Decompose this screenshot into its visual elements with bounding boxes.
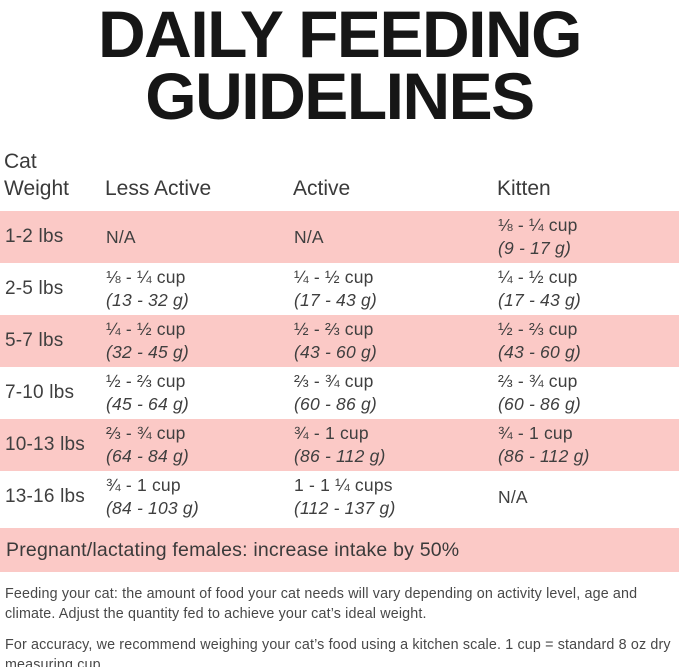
- grams-amount: (84 - 103 g): [106, 498, 199, 518]
- grams-amount: (9 - 17 g): [498, 238, 571, 258]
- weight-label: 2-5 lbs: [5, 278, 64, 299]
- cups-amount: ¼ - ½ cup: [294, 267, 374, 287]
- feeding-table: 1-2 lbs N/A N/A ⅛ - ¼ cup (9 - 17 g) 2-5…: [0, 211, 679, 523]
- cell-less-active: ⅛ - ¼ cup (13 - 32 g): [106, 266, 294, 312]
- cell-kitten: ¾ - 1 cup (86 - 112 g): [498, 422, 679, 468]
- grams-amount: (112 - 137 g): [294, 498, 396, 518]
- page-title-line2: GUIDELINES: [145, 59, 535, 133]
- table-header-row: Cat Weight Less Active Active Kitten: [0, 148, 679, 202]
- cell-less-active: ½ - ⅔ cup (45 - 64 g): [106, 370, 294, 416]
- grams-amount: (64 - 84 g): [106, 446, 189, 466]
- weight-label: 10-13 lbs: [5, 434, 85, 455]
- cups-amount: N/A: [106, 226, 136, 247]
- weight-label: 7-10 lbs: [5, 382, 75, 403]
- cell-less-active: ¼ - ½ cup (32 - 45 g): [106, 318, 294, 364]
- cups-amount: ½ - ⅔ cup: [106, 371, 186, 391]
- grams-amount: (32 - 45 g): [106, 342, 189, 362]
- grams-amount: (86 - 112 g): [498, 446, 590, 466]
- cell-kitten: ⅛ - ¼ cup (9 - 17 g): [498, 214, 679, 260]
- weight-label: 13-16 lbs: [5, 486, 85, 507]
- cell-less-active: N/A: [106, 226, 294, 249]
- cell-kitten: ½ - ⅔ cup (43 - 60 g): [498, 318, 679, 364]
- grams-amount: (60 - 86 g): [294, 394, 377, 414]
- cups-amount: ⅔ - ¾ cup: [498, 371, 578, 391]
- page-title-line1: DAILY FEEDING: [98, 0, 582, 71]
- weight-label: 1-2 lbs: [5, 226, 64, 247]
- cups-amount: ⅔ - ¾ cup: [106, 423, 186, 443]
- cups-amount: ¾ - 1 cup: [106, 475, 181, 495]
- table-row: 13-16 lbs ¾ - 1 cup (84 - 103 g) 1 - 1 ¼…: [0, 471, 679, 523]
- cups-amount: 1 - 1 ¼ cups: [294, 475, 393, 495]
- footnote-accuracy: For accuracy, we recommend weighing your…: [5, 637, 671, 667]
- header-active: Active: [293, 177, 351, 200]
- cell-kitten: ¼ - ½ cup (17 - 43 g): [498, 266, 679, 312]
- cups-amount: ½ - ⅔ cup: [498, 319, 578, 339]
- cups-amount: ¼ - ½ cup: [106, 319, 186, 339]
- cups-amount: ¼ - ½ cup: [498, 267, 578, 287]
- cell-kitten: N/A: [498, 486, 679, 509]
- header-less-active: Less Active: [105, 177, 212, 200]
- cups-amount: ⅛ - ¼ cup: [498, 215, 578, 235]
- cups-amount: ⅛ - ¼ cup: [106, 267, 186, 287]
- cell-active: 1 - 1 ¼ cups (112 - 137 g): [294, 474, 498, 520]
- pregnant-lactating-note: Pregnant/lactating females: increase int…: [0, 528, 679, 572]
- grams-amount: (60 - 86 g): [498, 394, 581, 414]
- table-row: 1-2 lbs N/A N/A ⅛ - ¼ cup (9 - 17 g): [0, 211, 679, 263]
- header-cat-weight: Cat Weight: [4, 150, 69, 200]
- cell-less-active: ⅔ - ¾ cup (64 - 84 g): [106, 422, 294, 468]
- cups-amount: ½ - ⅔ cup: [294, 319, 374, 339]
- cell-active: ½ - ⅔ cup (43 - 60 g): [294, 318, 498, 364]
- grams-amount: (43 - 60 g): [498, 342, 581, 362]
- cups-amount: ¾ - 1 cup: [498, 423, 573, 443]
- cell-active: ¾ - 1 cup (86 - 112 g): [294, 422, 498, 468]
- cell-active: ¼ - ½ cup (17 - 43 g): [294, 266, 498, 312]
- cell-active: ⅔ - ¾ cup (60 - 86 g): [294, 370, 498, 416]
- cups-amount: N/A: [498, 486, 528, 507]
- table-row: 7-10 lbs ½ - ⅔ cup (45 - 64 g) ⅔ - ¾ cup…: [0, 367, 679, 419]
- weight-label: 5-7 lbs: [5, 330, 64, 351]
- cups-amount: ¾ - 1 cup: [294, 423, 369, 443]
- table-row: 10-13 lbs ⅔ - ¾ cup (64 - 84 g) ¾ - 1 cu…: [0, 419, 679, 471]
- page-title: DAILY FEEDING GUIDELINES: [0, 0, 679, 133]
- cell-less-active: ¾ - 1 cup (84 - 103 g): [106, 474, 294, 520]
- grams-amount: (43 - 60 g): [294, 342, 377, 362]
- grams-amount: (45 - 64 g): [106, 394, 189, 414]
- grams-amount: (17 - 43 g): [498, 290, 581, 310]
- cell-kitten: ⅔ - ¾ cup (60 - 86 g): [498, 370, 679, 416]
- grams-amount: (17 - 43 g): [294, 290, 377, 310]
- footnote-feeding: Feeding your cat: the amount of food you…: [5, 586, 638, 622]
- cups-amount: ⅔ - ¾ cup: [294, 371, 374, 391]
- cups-amount: N/A: [294, 226, 324, 247]
- table-row: 2-5 lbs ⅛ - ¼ cup (13 - 32 g) ¼ - ½ cup …: [0, 263, 679, 315]
- grams-amount: (13 - 32 g): [106, 290, 189, 310]
- grams-amount: (86 - 112 g): [294, 446, 386, 466]
- cell-active: N/A: [294, 226, 498, 249]
- table-row: 5-7 lbs ¼ - ½ cup (32 - 45 g) ½ - ⅔ cup …: [0, 315, 679, 367]
- header-kitten: Kitten: [497, 177, 551, 200]
